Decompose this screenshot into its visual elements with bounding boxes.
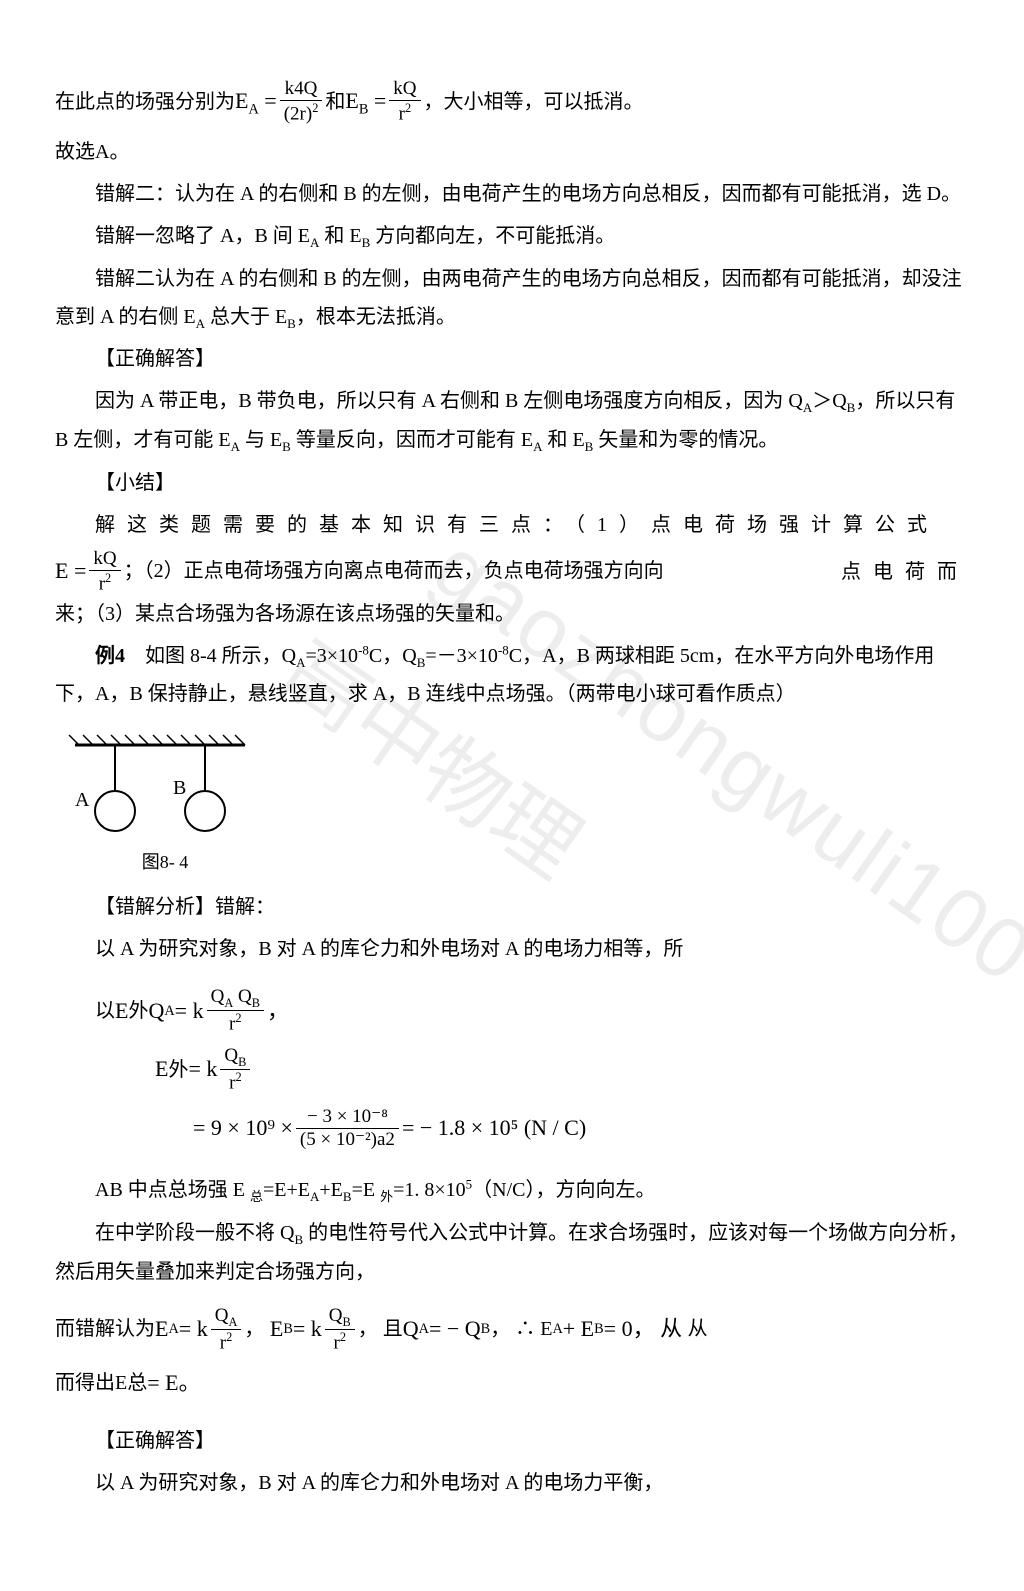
- wrong-1-note: 错解一忽略了 A，B 间 EA 和 EB 方向都向左，不可能抵消。: [55, 217, 969, 256]
- equation-block: 以E外 QA = k QA QB r2 ， E外 = k QB r2 = 9 ×…: [95, 986, 969, 1154]
- fraction-ea: k4Q (2r)2: [280, 78, 323, 125]
- document-body: 在此点的场强分别为 EA = k4Q (2r)2 和 EB = kQ r2 ，大…: [55, 78, 969, 1502]
- figure-8-4: A B 图8- 4: [65, 731, 265, 879]
- wrong-2-intro: 错解二：认为在 A 的右侧和 B 的左侧，由电荷产生的电场方向总相反，因而都有可…: [55, 175, 969, 213]
- fraction-eb: kQ r2: [389, 78, 420, 125]
- text: ；（2）正点电荷场强方向离点电荷而去，负点电荷场强方向向: [124, 552, 664, 590]
- text: 在此点的场强分别为: [55, 83, 235, 121]
- wrong-analysis-header: 【错解分析】错解：: [55, 888, 969, 926]
- correct-body: 因为 A 带正电，B 带负电，所以只有 A 右侧和 B 左侧电场强度方向相反，因…: [55, 382, 969, 459]
- eb-symbol: EB =: [345, 80, 386, 124]
- correct-answer-body: 以 A 为研究对象，B 对 A 的库仑力和外电场对 A 的电场力平衡，: [55, 1464, 969, 1502]
- field-equation-line: 在此点的场强分别为 EA = k4Q (2r)2 和 EB = kQ r2 ，大…: [55, 78, 969, 125]
- fraction-kq: kQ r2: [89, 548, 120, 595]
- example-4: 例4 如图 8-4 所示，QA=3×10-8C，QB=－3×10-8C，A，B …: [55, 637, 969, 714]
- summary-line1: 解这类题需要的基本知识有三点：（1）点电荷场强计算公式: [55, 506, 969, 544]
- label-a: A: [75, 789, 90, 811]
- text: ，大小相等，可以抵消。: [424, 83, 644, 121]
- correct-answer-header: 【正确解答】: [55, 1422, 969, 1460]
- mid-field-total: AB 中点总场强 E 总=E+EA+EB=E 外=1. 8×105（N/C），方…: [55, 1171, 969, 1210]
- pendulum-diagram: A B: [65, 731, 255, 841]
- tail-text: 点电荷而: [841, 553, 969, 591]
- formula-row: E = kQ r2 ；（2）正点电荷场强方向离点电荷而去，负点电荷场强方向向 点…: [55, 548, 969, 595]
- wrong-analysis-body: 以 A 为研究对象，B 对 A 的库仑力和外电场对 A 的电场力相等，所: [55, 930, 969, 968]
- e-symbol: E =: [55, 550, 86, 592]
- summary-line2: 来；（3）某点合场强为各场源在该点场强的矢量和。: [55, 595, 969, 633]
- wrong-conclusion-end: 而得出E总 = E。: [55, 1362, 969, 1404]
- wrong-2-note: 错解二认为在 A 的右侧和 B 的左侧，由两电荷产生的电场方向总相反，因而都有可…: [55, 260, 969, 337]
- ea-symbol: EA =: [235, 80, 277, 124]
- correct-header: 【正确解答】: [55, 340, 969, 378]
- summary-header: 【小结】: [55, 464, 969, 502]
- figure-caption: 图8- 4: [65, 845, 265, 879]
- note-sign: 在中学阶段一般不将 QB 的电性符号代入公式中计算。在求合场强时，应该对每一个场…: [55, 1214, 969, 1291]
- and-text: 和: [325, 83, 345, 121]
- label-b: B: [173, 777, 186, 799]
- wrong-conclusion-eq: 而错解认为 EA = k QAr2 ， EB = k QBr2 ， 且 QA =…: [55, 1305, 969, 1354]
- answer-a: 故选A。: [55, 133, 969, 171]
